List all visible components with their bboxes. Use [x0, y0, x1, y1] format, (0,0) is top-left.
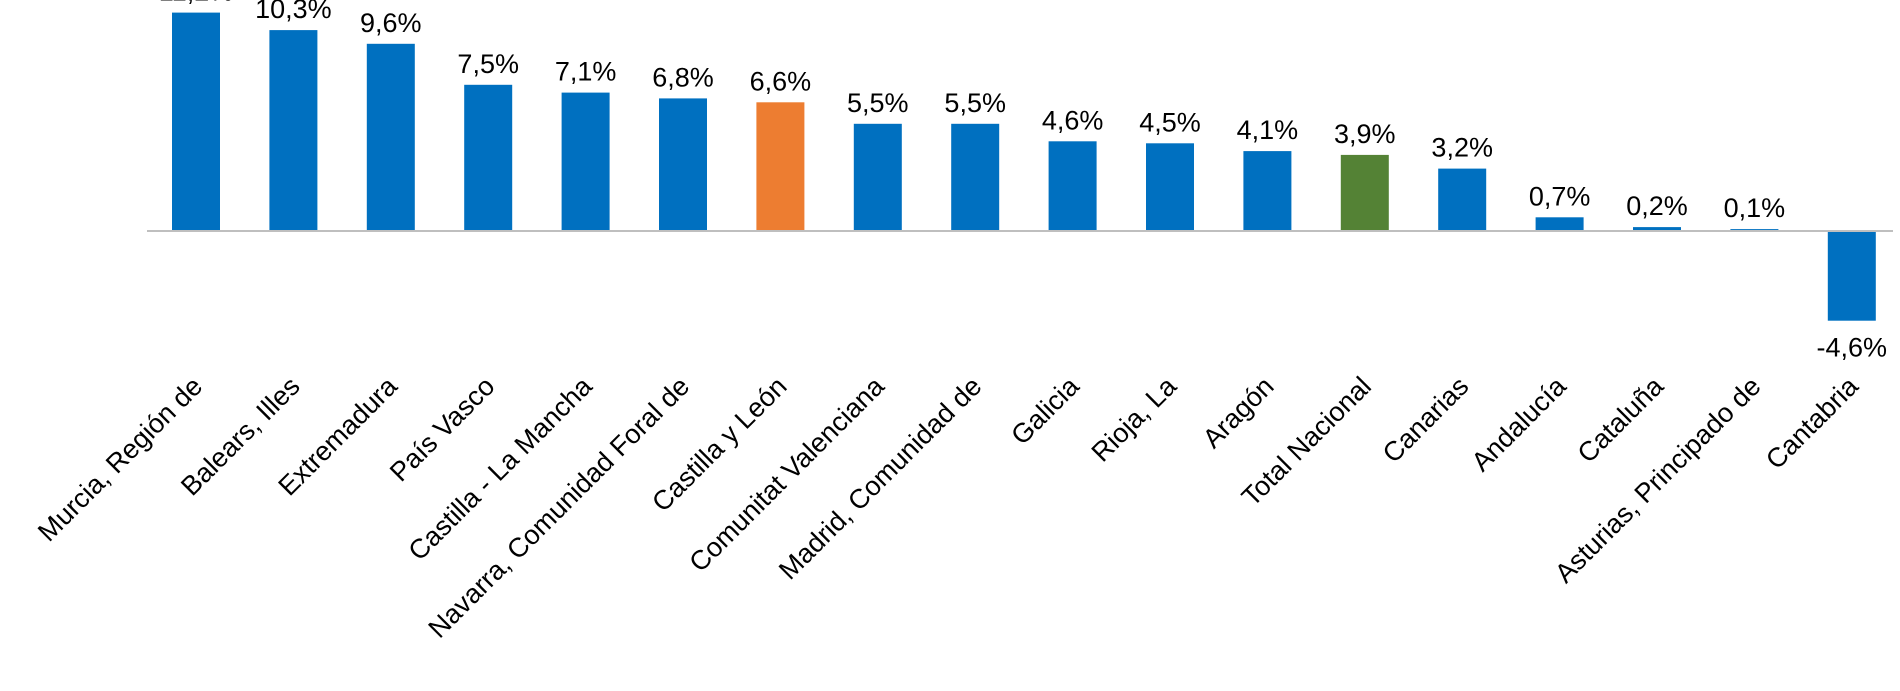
bar-value-label: 3,2% — [1431, 133, 1493, 163]
bar-value-label: 0,1% — [1724, 193, 1786, 223]
category-tick-label: Murcia, Región de — [32, 371, 208, 547]
category-tick-label: Canarias — [1377, 371, 1475, 469]
bar-value-label: 5,5% — [847, 88, 909, 118]
bar — [659, 98, 707, 232]
bar — [366, 43, 415, 231]
bar-value-label: 4,1% — [1237, 115, 1299, 145]
bar — [1438, 168, 1487, 231]
bar — [1243, 151, 1292, 231]
bar — [172, 12, 220, 231]
category-tick-label: Comunitat Valenciana — [683, 370, 890, 577]
bar — [1146, 143, 1194, 232]
category-tick-label: Andalucía — [1466, 370, 1573, 477]
bar — [853, 123, 902, 232]
bar-value-label: 10,3% — [255, 0, 332, 24]
category-tick-label: Cantabria — [1760, 370, 1865, 475]
bar — [1535, 217, 1584, 231]
category-tick-label: Madrid, Comunidad de — [773, 371, 987, 585]
bar — [1633, 227, 1681, 231]
bar-value-label: 11,2% — [159, 0, 234, 7]
bar-value-label: 0,2% — [1626, 191, 1688, 221]
bar — [756, 102, 805, 231]
category-tick-label: Rioja, La — [1086, 370, 1183, 467]
bar — [464, 84, 513, 232]
category-tick-label: Aragón — [1197, 371, 1280, 454]
bar — [269, 30, 318, 231]
bar-value-label: 3,9% — [1334, 119, 1396, 149]
category-tick-label: Asturias, Principado de — [1549, 371, 1767, 589]
bar-value-label: 7,5% — [457, 49, 519, 79]
bars-layer — [172, 12, 1876, 321]
bar — [1827, 231, 1876, 321]
bar-value-label: 0,7% — [1529, 181, 1591, 211]
bar-value-label: 6,8% — [652, 62, 714, 92]
bar-value-label: -4,6% — [1817, 333, 1888, 363]
category-tick-label: Castilla - La Mancha — [403, 370, 599, 566]
value-labels-layer: 11,2% 10,3% 9,6% 7,5% 7,1% 6,8% 6,6% 5,5% 5,5% 4,… — [159, 0, 1887, 363]
bar-value-label: 4,5% — [1139, 107, 1201, 137]
category-tick-label: Cataluña — [1572, 370, 1670, 468]
bar-value-label: 5,5% — [944, 88, 1006, 118]
category-tick-label: Galicia — [1005, 370, 1085, 450]
bar — [561, 92, 610, 231]
bar-value-label: 7,1% — [555, 57, 617, 87]
bar — [1340, 154, 1389, 231]
bar-value-label: 6,6% — [750, 66, 812, 96]
bar-value-label: 9,6% — [360, 8, 422, 38]
bar — [1048, 141, 1097, 231]
bar-value-label: 4,6% — [1042, 105, 1104, 135]
bar — [951, 123, 1000, 232]
